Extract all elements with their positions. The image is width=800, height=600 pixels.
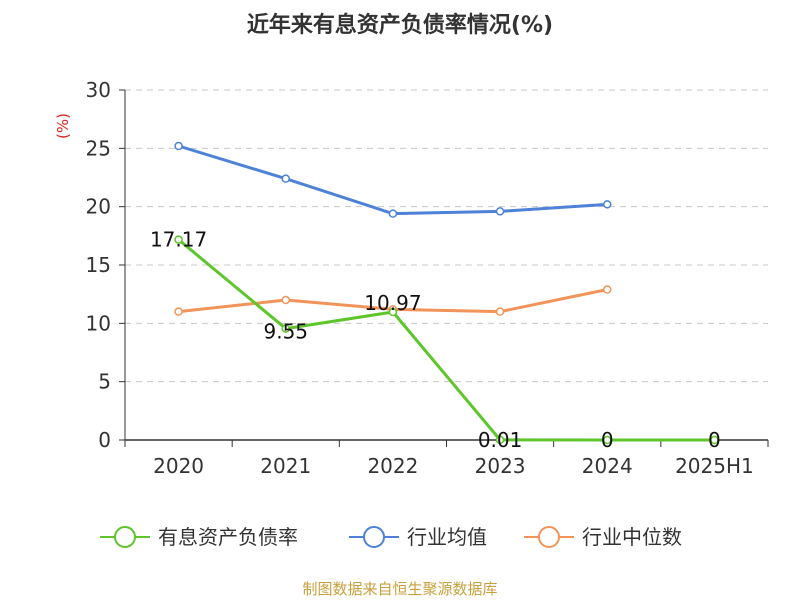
legend-marker-icon — [538, 526, 560, 548]
y-tick-label: 20 — [86, 195, 111, 219]
y-tick-label: 10 — [86, 311, 111, 335]
data-point — [174, 141, 183, 151]
data-label: 0 — [601, 428, 614, 452]
data-point — [388, 307, 398, 317]
legend-marker-icon — [114, 526, 136, 548]
data-label: 9.55 — [263, 320, 308, 344]
data-point — [388, 209, 398, 218]
source-note: 制图数据来自恒生聚源数据库 — [302, 580, 497, 598]
legend-label: 有息资产负债率 — [158, 525, 298, 549]
data-point — [603, 200, 612, 209]
data-labels: 17.17 9.55 10.97 0.01 0 0 — [150, 228, 721, 452]
data-point — [495, 307, 505, 316]
legend-marker-icon — [363, 526, 385, 548]
x-tick-label: 2020 — [153, 454, 204, 478]
x-tick-label: 2023 — [475, 454, 526, 478]
data-point — [281, 174, 290, 183]
data-point — [281, 324, 290, 333]
legend-label: 行业中位数 — [582, 525, 682, 549]
data-label: 10.97 — [364, 291, 421, 315]
data-label: 17.17 — [150, 228, 207, 252]
y-axis-unit: (%) — [54, 113, 72, 139]
data-label: 0.01 — [478, 428, 523, 452]
y-tick-label: 30 — [86, 78, 111, 102]
y-tick-label: 25 — [86, 136, 111, 160]
legend: 有息资产负债率 行业均值 行业中位数 — [100, 525, 682, 549]
x-tick-label: 2024 — [582, 454, 633, 478]
y-tick-label: 5 — [98, 370, 111, 394]
data-label: 0 — [708, 428, 721, 452]
axes: 0 5 10 15 20 25 30 2020 2021 2022 2023 2024 2025H1 — [86, 78, 769, 478]
x-tick-label: 2022 — [367, 454, 418, 478]
data-point — [710, 435, 719, 445]
data-point — [174, 235, 183, 244]
data-point — [603, 435, 612, 445]
x-tick-label: 2021 — [260, 454, 311, 478]
legend-label: 行业均值 — [407, 525, 487, 549]
series-lines — [174, 141, 719, 445]
chart-title: 近年来有息资产负债率情况(%) — [247, 12, 553, 38]
x-tick-label: 2025H1 — [675, 454, 754, 478]
grid-lines — [125, 89, 768, 383]
series-line-0 — [177, 238, 715, 442]
series-line-1 — [178, 144, 608, 216]
y-tick-label: 0 — [98, 428, 111, 452]
data-point — [495, 207, 505, 216]
data-point — [603, 285, 612, 294]
data-point — [174, 307, 183, 316]
y-tick-label: 15 — [86, 253, 111, 277]
data-point — [281, 295, 290, 305]
data-point — [495, 435, 505, 445]
